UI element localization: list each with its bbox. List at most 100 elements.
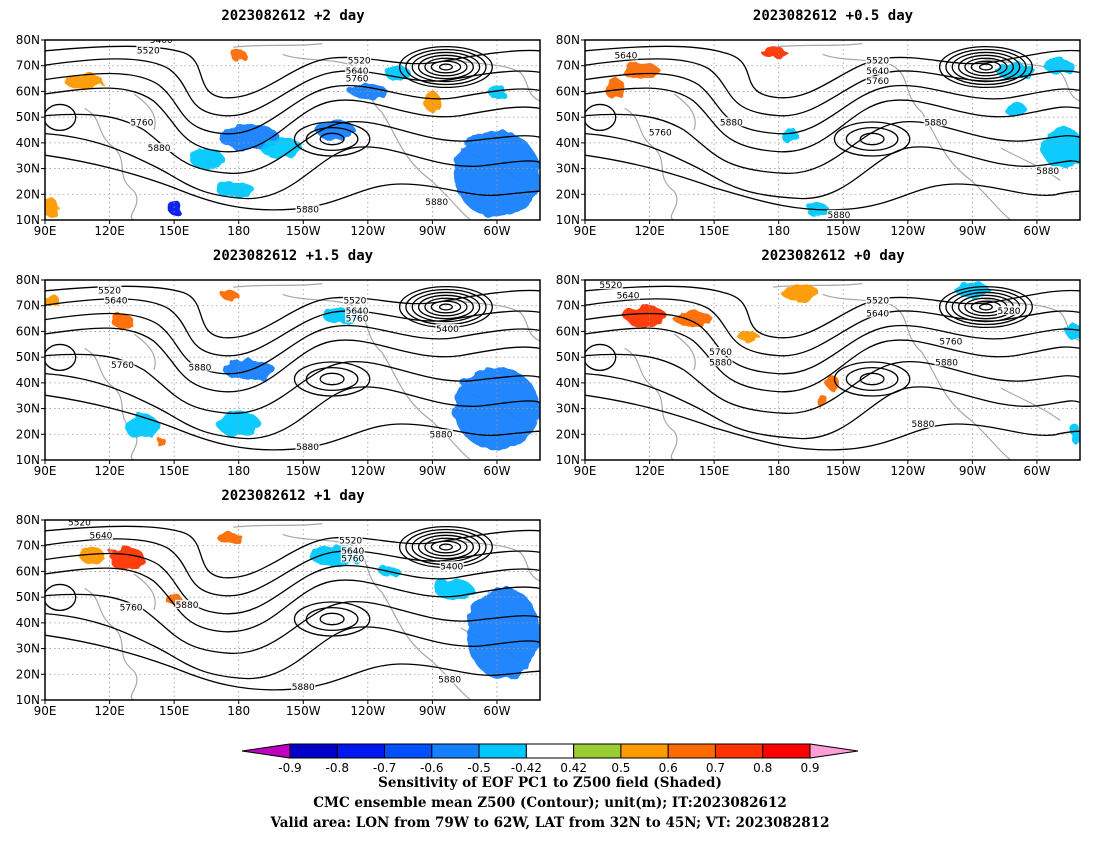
contour-line (45, 58, 540, 117)
gridlines (45, 280, 540, 460)
x-tick-label: 90W (959, 464, 986, 478)
y-tick-label: 50N (16, 350, 40, 364)
x-tick-label: 120W (350, 464, 385, 478)
contour-line (585, 394, 1080, 451)
contour-label: 5880 (296, 443, 319, 453)
contour-label: 5760 (939, 338, 962, 348)
contour-label: 5880 (709, 358, 732, 368)
contour-label-bg (865, 76, 890, 86)
contour-label-bg (429, 429, 453, 439)
contour-line (45, 312, 540, 375)
x-tick-label: 60W (483, 704, 510, 718)
contour-label-bg (938, 336, 963, 346)
gridlines (585, 280, 1080, 460)
x-tick-label: 120E (634, 224, 665, 238)
shading-blob (673, 310, 712, 327)
contour-line (45, 327, 540, 393)
contour-label-bg (708, 347, 733, 356)
contour-label: 5760 (120, 603, 143, 613)
closed-contour (305, 367, 359, 391)
closed-contour (424, 57, 468, 77)
closed-contour (438, 63, 453, 71)
colorbar-box (289, 743, 338, 759)
colorbar-label: -0.7 (373, 761, 396, 775)
colorbar-box (762, 743, 811, 759)
panel-title: 2023082612 +1 day (221, 488, 365, 504)
colorbar-label: 0.9 (800, 761, 819, 775)
coastline (133, 573, 156, 611)
y-tick-label: 40N (16, 136, 40, 150)
y-tick-label: 50N (556, 350, 580, 364)
contour-label-bg (347, 55, 372, 65)
contour-label-bg (119, 602, 144, 612)
closed-contour (845, 127, 899, 151)
coastline (84, 107, 138, 220)
x-tick-label: 90E (34, 464, 57, 478)
shading-blob (217, 532, 243, 544)
contour-line (45, 45, 540, 99)
closed-contour (833, 361, 911, 397)
contour-label-bg (110, 359, 135, 369)
x-tick-label: 60W (483, 464, 510, 478)
y-tick-label: 60N (16, 84, 40, 98)
closed-contour (938, 45, 1033, 89)
y-tick-label: 20N (16, 667, 40, 681)
panel-title: 2023082612 +2 day (221, 8, 365, 24)
shading-blob (316, 119, 355, 141)
y-tick-label: 80N (16, 33, 40, 47)
contour-line (585, 353, 1080, 414)
contour-label: 5760 (866, 77, 889, 87)
contour-line (45, 394, 540, 451)
colorbar-box (431, 743, 480, 759)
contour-label-bg (345, 73, 370, 83)
colorbar: -0.9 -0.8 -0.7 -0.6 -0.5 -0.42 0.42 0.5 0.6 0.7 0.… (241, 743, 859, 775)
contour-label: 5880 (935, 358, 958, 368)
y-tick-label: 10N (556, 213, 580, 227)
y-tick-label: 50N (16, 110, 40, 124)
x-tick-label: 90E (574, 224, 597, 238)
coastline (773, 43, 863, 48)
y-tick-label: 70N (556, 299, 580, 313)
colorbar-box (714, 743, 764, 759)
contour-label: 5640 (617, 291, 640, 301)
caption-valid-area: Valid area: LON from 79W to 62W, LAT fro… (270, 815, 830, 831)
x-tick-label: 90E (574, 464, 597, 478)
colorbar-label: -0.9 (278, 761, 301, 775)
colorbar-label: 0.7 (706, 761, 725, 775)
closed-contour (859, 132, 885, 146)
contour-label: 5760 (341, 555, 364, 565)
contour-label: 5640 (346, 307, 369, 317)
closed-contour (417, 534, 474, 560)
contour-label-bg (437, 674, 462, 684)
contour-label-bg (295, 204, 320, 214)
contour-label-bg (826, 209, 851, 219)
y-tick-label: 40N (556, 136, 580, 150)
colorbar-box (336, 743, 386, 759)
y-tick-label: 30N (556, 402, 580, 416)
contour-label-bg (345, 65, 370, 75)
coastline (673, 93, 696, 131)
z500-contours (585, 285, 1080, 451)
y-tick-label: 50N (556, 110, 580, 124)
contour-label: 5880 (148, 144, 171, 154)
coastline (84, 347, 138, 460)
coastline (440, 297, 540, 342)
shading-blob (453, 130, 540, 218)
contour-label: 5760 (346, 315, 369, 325)
contour-label-bg (340, 545, 365, 555)
closed-contour (957, 54, 1014, 80)
closed-contour (45, 583, 77, 612)
coastline (282, 533, 472, 700)
coastline (440, 537, 540, 582)
contour-label-bg (934, 357, 959, 367)
shading-blob (45, 196, 58, 218)
contour-line (585, 154, 1080, 211)
shading-blob (621, 63, 661, 79)
contour-label: 5880 (911, 420, 934, 430)
contour-label: 5760 (649, 129, 672, 139)
